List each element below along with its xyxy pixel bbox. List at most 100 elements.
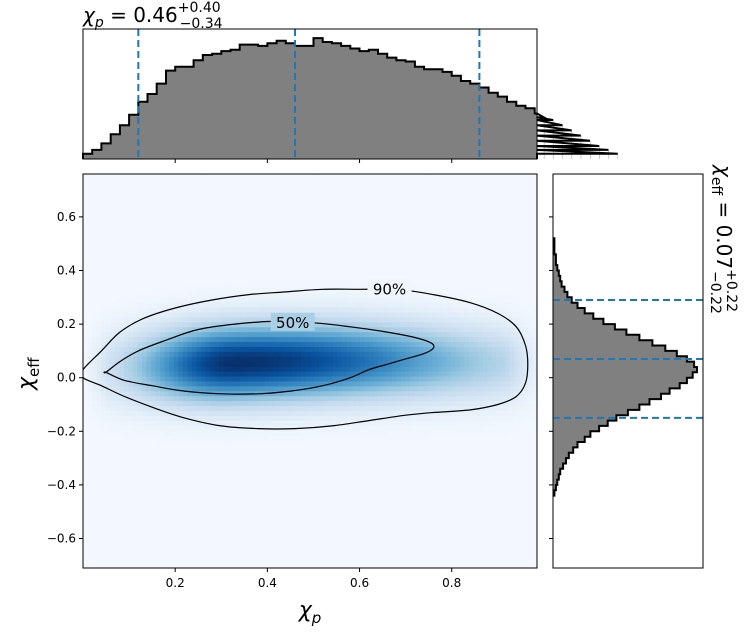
heatmap-cell — [450, 444, 456, 451]
heatmap-cell — [369, 459, 375, 466]
heatmap-cell — [487, 523, 493, 530]
heatmap-cell — [350, 538, 356, 544]
heatmap-cell — [260, 528, 266, 535]
heatmap-cell — [173, 499, 179, 505]
heatmap-cell — [182, 449, 189, 456]
heatmap-cell — [527, 548, 534, 554]
heatmap-cell — [187, 459, 193, 466]
heatmap-cell — [337, 356, 343, 362]
heatmap-cell — [405, 479, 411, 485]
heatmap-cell — [160, 400, 166, 407]
heatmap-cell — [291, 425, 297, 431]
heatmap-cell — [391, 336, 397, 343]
heatmap-cell — [260, 499, 266, 505]
heatmap-cell — [446, 563, 452, 568]
heatmap-cell — [477, 484, 484, 490]
heatmap-cell — [500, 538, 506, 544]
heatmap-cell — [350, 508, 356, 515]
heatmap-cell — [455, 439, 461, 446]
heatmap-cell — [328, 548, 334, 554]
heatmap-cell — [146, 405, 152, 411]
heatmap-cell — [355, 528, 361, 535]
heatmap-cell — [405, 489, 411, 495]
heatmap-cell — [269, 430, 275, 436]
heatmap-cell — [282, 459, 288, 466]
heatmap-cell — [119, 518, 125, 525]
heatmap-cell — [455, 336, 461, 343]
heatmap-cell — [328, 366, 334, 372]
heatmap-cell — [314, 553, 320, 559]
heatmap-cell — [523, 361, 529, 367]
heatmap-cell — [532, 375, 537, 382]
heatmap-cell — [337, 341, 343, 347]
heatmap-cell — [523, 395, 529, 402]
heatmap-cell — [477, 479, 484, 485]
heatmap-cell — [432, 449, 438, 456]
heatmap-cell — [278, 356, 284, 362]
heatmap-cell — [260, 503, 266, 510]
heatmap-cell — [323, 385, 329, 392]
heatmap-cell — [142, 563, 148, 568]
top-histogram-bin — [396, 60, 407, 160]
heatmap-cell — [278, 380, 284, 387]
heatmap-cell — [391, 454, 397, 461]
heatmap-cell — [214, 351, 220, 357]
heatmap-cell — [173, 543, 179, 549]
heatmap-cell — [173, 336, 179, 343]
heatmap-cell — [132, 321, 139, 328]
heatmap-cell — [378, 528, 384, 535]
heatmap-cell — [228, 371, 234, 377]
heatmap-cell — [273, 395, 279, 402]
heatmap-cell — [437, 538, 443, 544]
heatmap-cell — [142, 395, 148, 402]
heatmap-cell — [350, 430, 356, 436]
heatmap-cell — [255, 400, 261, 407]
heatmap-cell — [455, 415, 461, 421]
heatmap-cell — [468, 326, 475, 333]
heatmap-cell — [101, 390, 107, 397]
heatmap-cell — [101, 508, 107, 515]
heatmap-cell — [518, 538, 524, 544]
heatmap-cell — [128, 459, 134, 466]
heatmap-cell — [328, 484, 334, 490]
heatmap-cell — [210, 479, 216, 485]
heatmap-cell — [123, 553, 129, 559]
heatmap-cell — [305, 439, 311, 446]
heatmap-cell — [500, 543, 506, 549]
heatmap-cell — [532, 523, 537, 530]
heatmap-cell — [514, 439, 520, 446]
heatmap-cell — [405, 395, 411, 402]
heatmap-cell — [414, 474, 420, 480]
heatmap-cell — [369, 336, 375, 343]
heatmap-cell — [514, 459, 520, 466]
heatmap-cell — [482, 503, 488, 510]
heatmap-cell — [514, 563, 520, 568]
heatmap-cell — [518, 503, 524, 510]
heatmap-cell — [83, 420, 89, 426]
heatmap-cell — [500, 508, 506, 515]
heatmap-cell — [459, 439, 465, 446]
heatmap-cell — [414, 533, 420, 540]
heatmap-cell — [332, 563, 338, 568]
heatmap-cell — [169, 474, 175, 480]
heatmap-cell — [505, 523, 511, 530]
heatmap-cell — [509, 533, 515, 540]
heatmap-cell — [137, 321, 143, 328]
heatmap-cell — [296, 528, 302, 535]
heatmap-cell — [114, 405, 120, 411]
heatmap-cell — [182, 518, 189, 525]
heatmap-cell — [287, 459, 293, 466]
heatmap-cell — [391, 474, 397, 480]
heatmap-cell — [382, 454, 388, 461]
heatmap-cell — [128, 366, 134, 372]
heatmap-cell — [396, 489, 402, 495]
heatmap-cell — [464, 366, 470, 372]
heatmap-cell — [246, 469, 252, 476]
heatmap-cell — [491, 351, 497, 357]
heatmap-cell — [496, 380, 502, 387]
heatmap-cell — [228, 548, 234, 554]
heatmap-cell — [437, 533, 443, 540]
heatmap-cell — [305, 494, 311, 500]
heatmap-cell — [432, 356, 438, 362]
heatmap-cell — [83, 385, 89, 392]
